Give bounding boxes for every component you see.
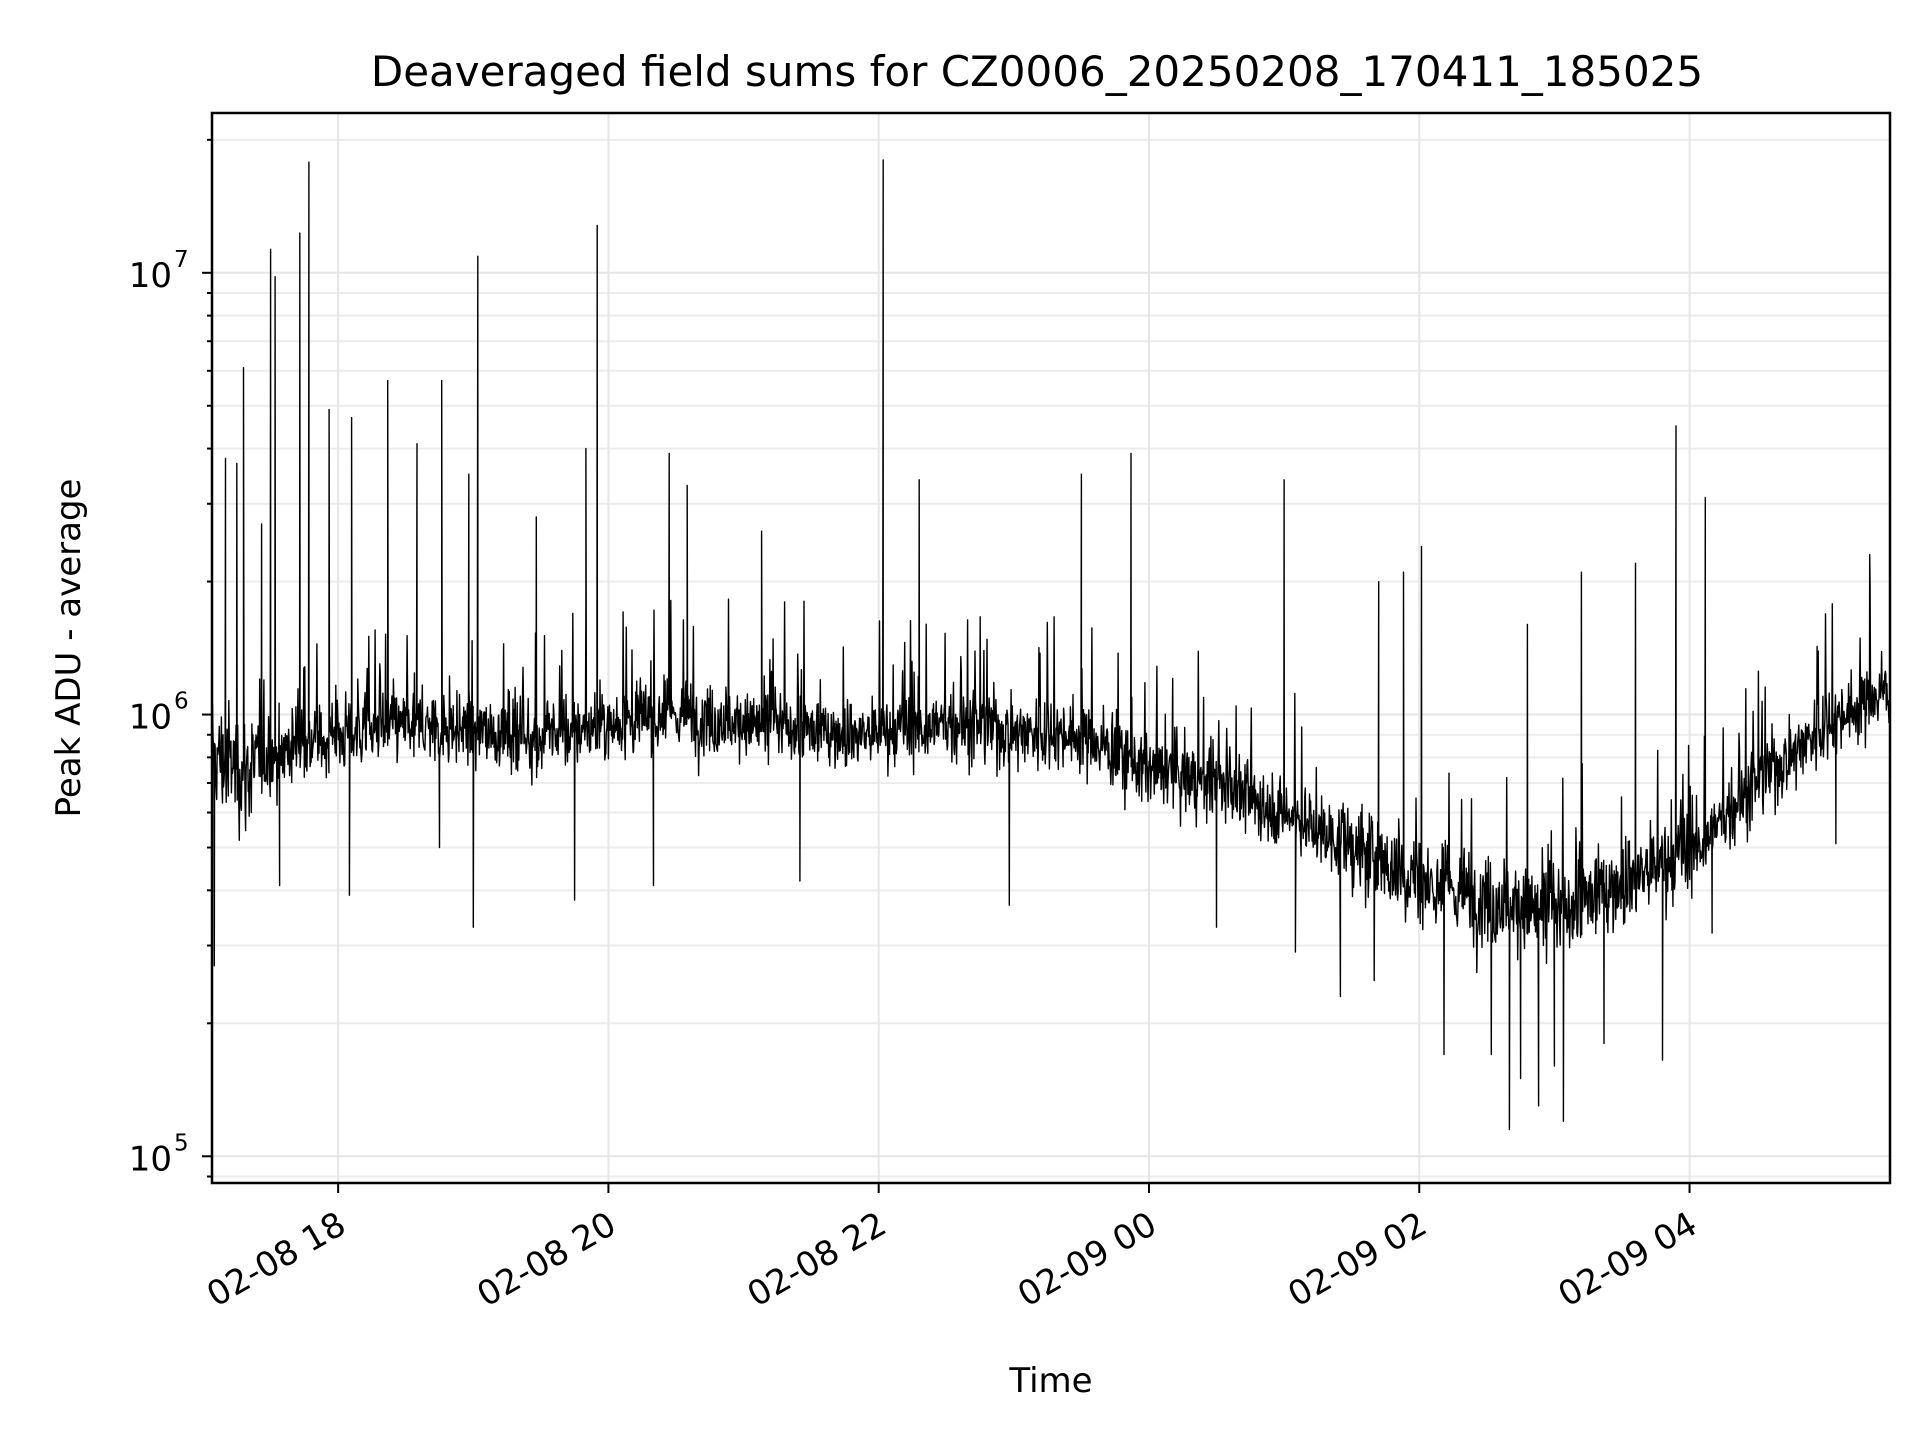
- x-tick-label: 02-08 22: [741, 1204, 893, 1315]
- y-tick-exponent: 5: [174, 1130, 189, 1156]
- x-tick-label: 02-09 00: [1011, 1204, 1163, 1315]
- plot-area: [212, 159, 1890, 1131]
- y-tick-exponent: 7: [174, 247, 189, 273]
- series-line: [212, 159, 1890, 1131]
- chart-title: Deaveraged field sums for CZ0006_2025020…: [371, 47, 1703, 96]
- y-tick-label: 10: [129, 1139, 172, 1179]
- grid: [212, 113, 1890, 1183]
- y-axis-label: Peak ADU - average: [49, 479, 89, 818]
- x-tick-label: 02-08 18: [200, 1204, 352, 1315]
- y-tick-label: 10: [129, 698, 172, 738]
- y-tick-exponent: 6: [174, 689, 189, 715]
- y-tick-label: 10: [129, 256, 172, 296]
- x-tick-label: 02-08 20: [471, 1204, 623, 1315]
- x-axis-label: Time: [1008, 1361, 1092, 1401]
- x-tick-label: 02-09 04: [1552, 1204, 1704, 1315]
- x-tick-label: 02-09 02: [1281, 1204, 1433, 1315]
- plot-frame: [210, 111, 1892, 1185]
